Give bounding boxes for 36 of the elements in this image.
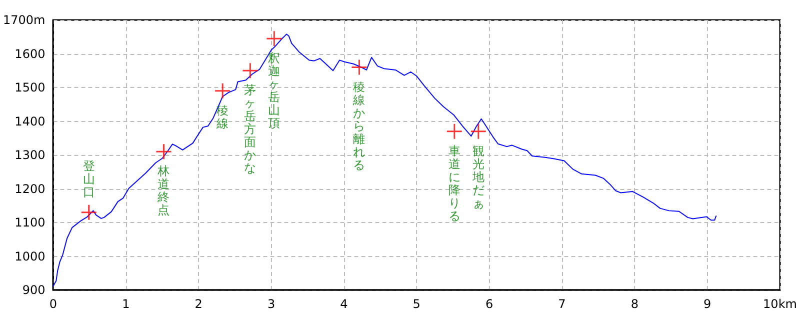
point [215, 83, 230, 98]
point [352, 60, 367, 75]
y-tick-label: 1400 [14, 114, 46, 128]
point [266, 31, 282, 46]
x-tick-label: 0 [49, 297, 58, 311]
annotation: 釈迦ヶ岳山頂 [268, 51, 280, 130]
point [470, 124, 486, 139]
y-tick-label: 1700m [2, 13, 46, 27]
y-tick-label: 900 [22, 283, 46, 297]
x-tick-label: 3 [267, 297, 276, 311]
y-tick-label: 1500 [14, 80, 46, 94]
x-tick-label: 5 [412, 297, 420, 311]
point [446, 124, 462, 139]
annotation: 観光地だぁ [471, 144, 484, 210]
y-tick-label: 1200 [14, 182, 46, 196]
point [242, 63, 258, 78]
annotation: 登山口 [82, 158, 95, 199]
y-tick-label: 1100 [14, 216, 46, 230]
x-tick-label: 4 [340, 297, 348, 311]
annotation: 茅ヶ岳方面かな [244, 83, 256, 176]
x-tick-label: 8 [630, 297, 638, 311]
y-tick-label: 1600 [14, 46, 46, 61]
y-tick-label: 1300 [14, 148, 46, 162]
y-tick-label: 1000 [14, 249, 46, 264]
annotation: 稜線 [216, 103, 229, 130]
annotation: 車道に降りる [448, 144, 460, 223]
x-tick-label: 6 [485, 297, 494, 311]
x-tick-label: 7 [558, 297, 566, 311]
x-tick-label: 2 [194, 297, 202, 311]
annotation: 林道終点 [156, 164, 170, 218]
point [156, 144, 172, 160]
x-tick-label: 10km [763, 297, 797, 311]
x-tick-label: 1 [122, 297, 130, 311]
point [81, 204, 96, 220]
x-tick-label: 9 [704, 297, 712, 311]
annotation: 稜線から離れる [352, 80, 366, 172]
